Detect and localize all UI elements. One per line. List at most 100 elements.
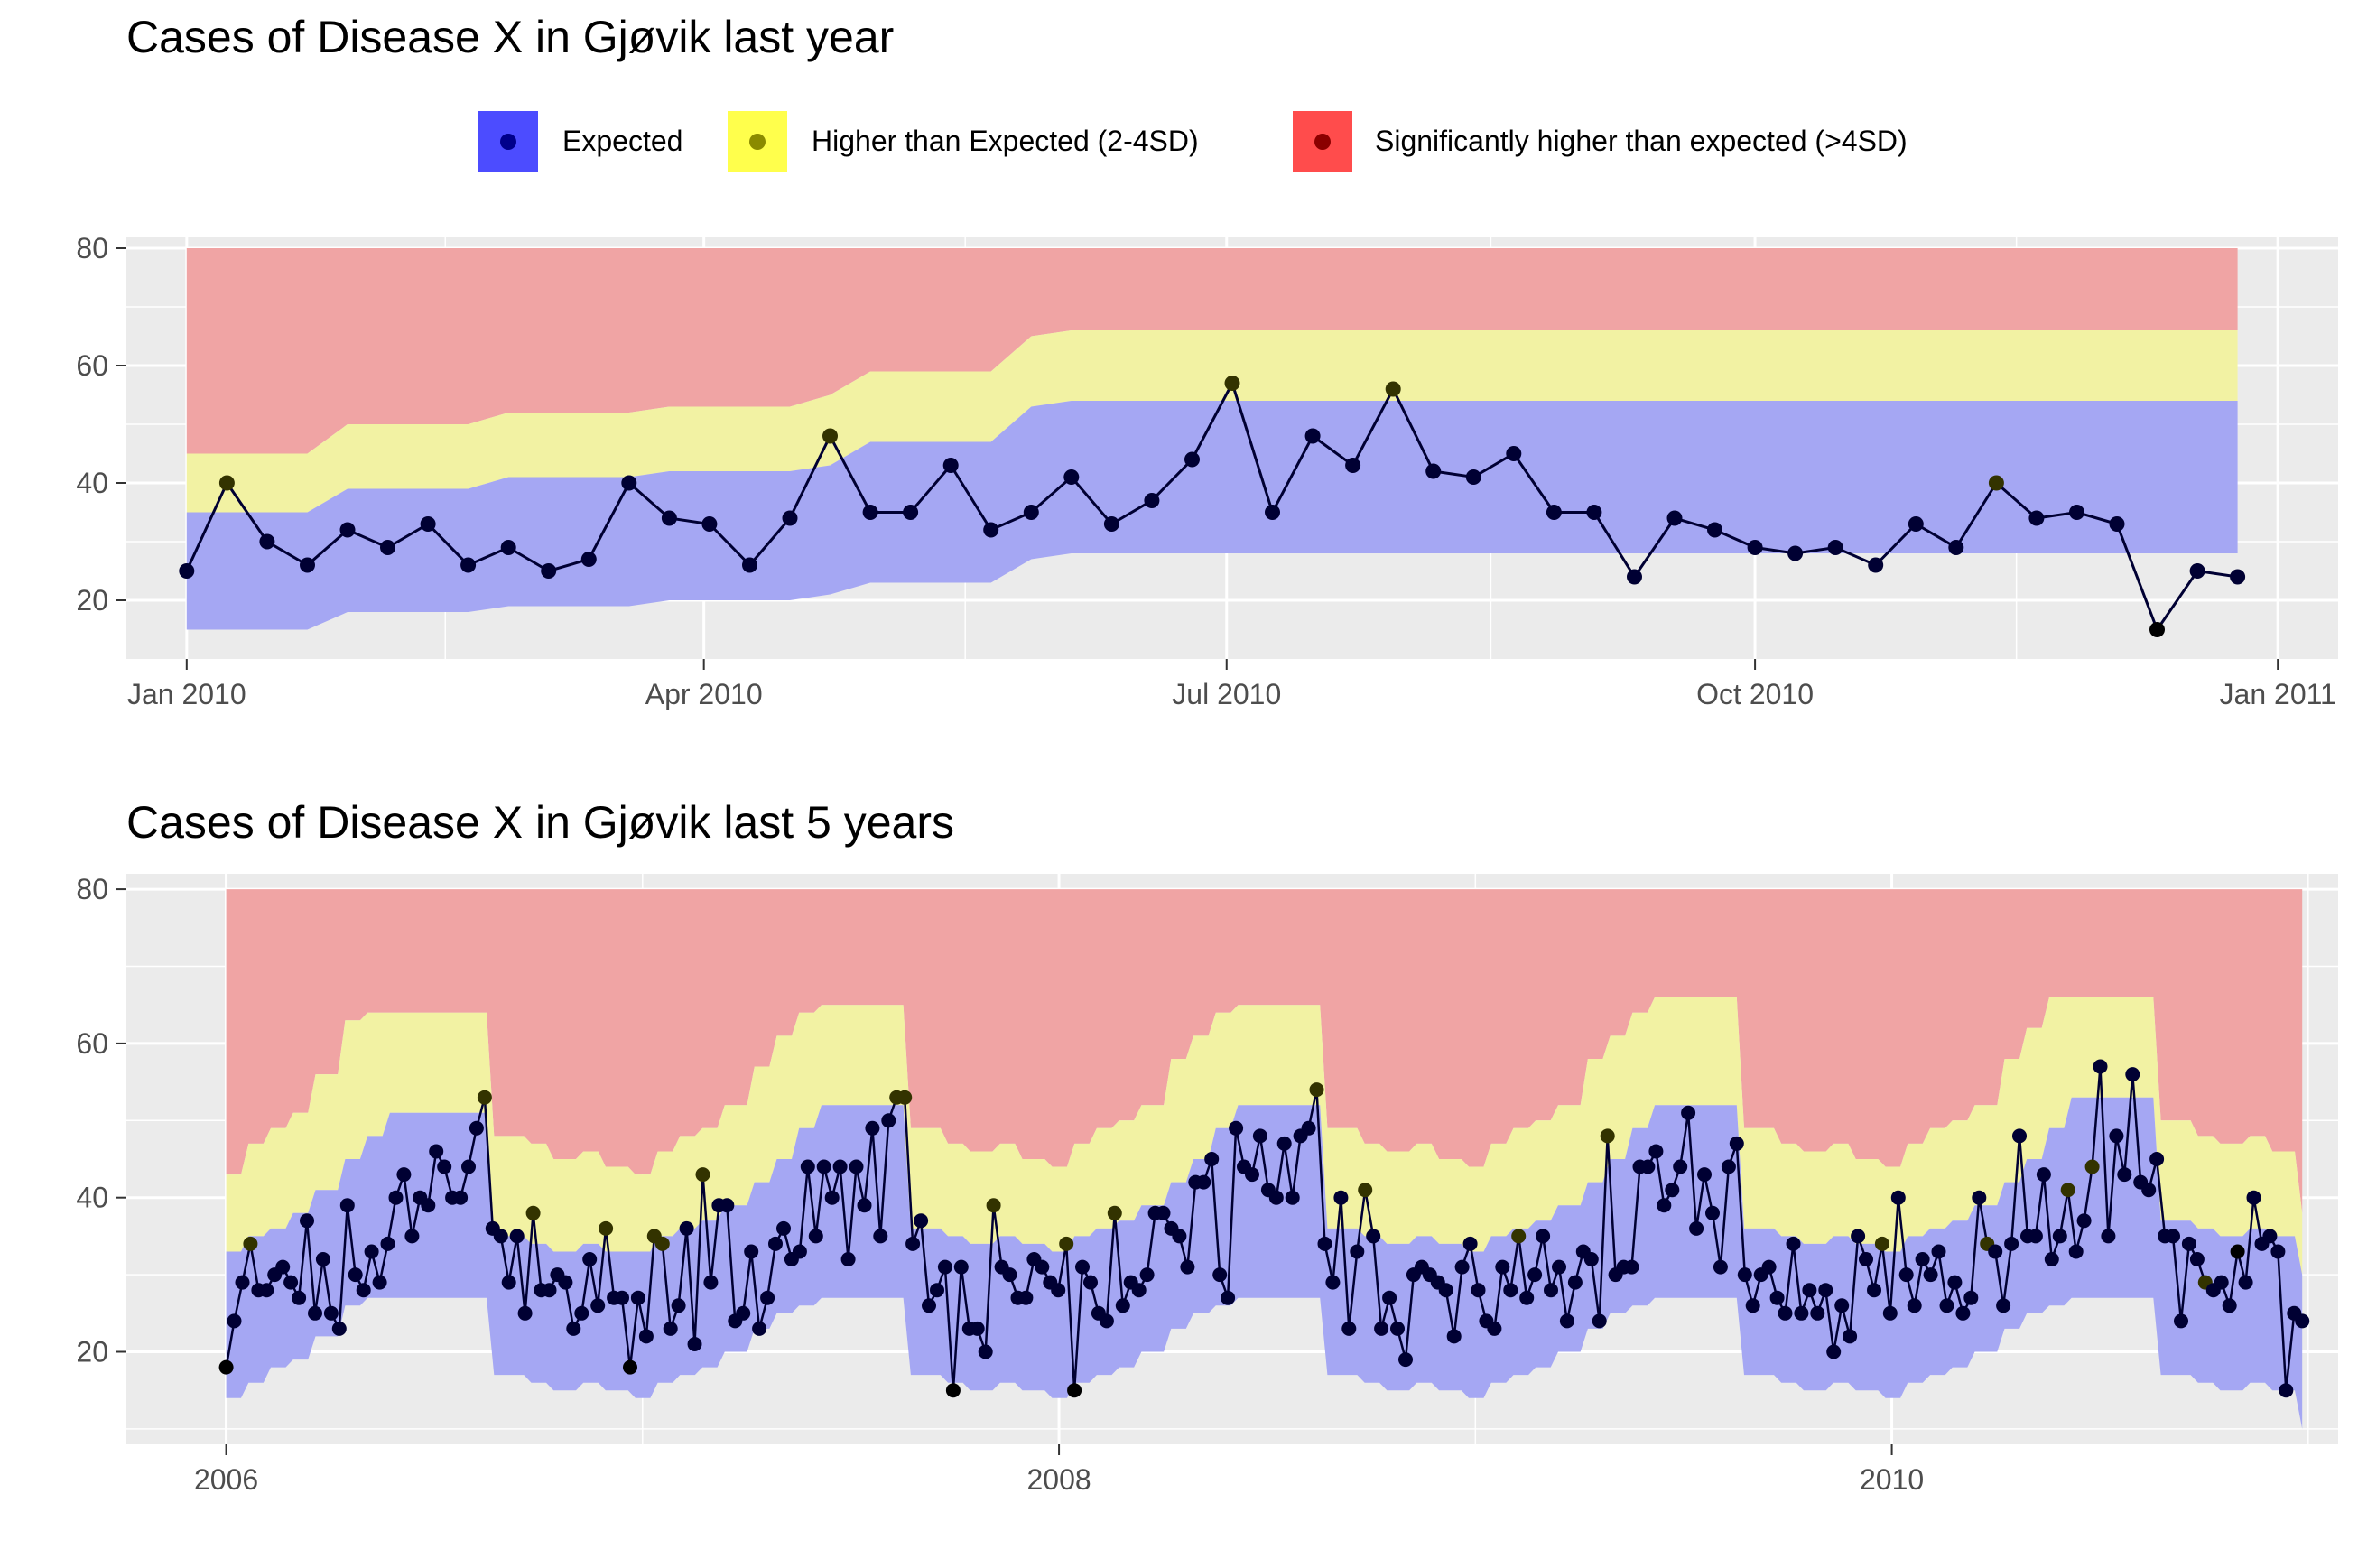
data-point xyxy=(509,1229,525,1244)
data-point xyxy=(970,1321,985,1336)
data-point xyxy=(1265,505,1280,520)
data-point xyxy=(1810,1305,1825,1321)
legend-item: Higher than Expected (2-4SD) xyxy=(728,111,1199,172)
data-point xyxy=(1083,1275,1098,1290)
data-point xyxy=(1665,1183,1680,1198)
data-point xyxy=(2230,569,2246,585)
data-point xyxy=(1666,510,1683,526)
data-point xyxy=(1536,1229,1551,1244)
data-point xyxy=(1624,1259,1639,1275)
data-point xyxy=(1600,1128,1615,1144)
data-point xyxy=(1301,1120,1316,1136)
data-point xyxy=(331,1321,347,1336)
data-point xyxy=(1546,505,1562,520)
data-point xyxy=(782,510,798,526)
data-point xyxy=(590,1298,606,1313)
data-point xyxy=(227,1313,242,1329)
data-point xyxy=(380,540,395,555)
data-point xyxy=(840,1252,856,1266)
data-point xyxy=(580,552,597,567)
data-point xyxy=(1769,1290,1785,1305)
data-point xyxy=(2012,1128,2027,1144)
y-tick-label: 20 xyxy=(76,1336,108,1369)
data-point xyxy=(1245,1167,1259,1183)
data-point xyxy=(1374,1321,1389,1336)
legend-key-dot xyxy=(749,134,766,150)
data-point xyxy=(1035,1259,1050,1275)
data-point xyxy=(1713,1259,1728,1275)
data-point xyxy=(1212,1267,1228,1283)
data-point xyxy=(364,1244,379,1259)
data-point xyxy=(1559,1313,1574,1329)
data-point xyxy=(1898,1267,1914,1283)
expected-band xyxy=(186,401,2238,630)
data-point xyxy=(1115,1298,1130,1313)
data-point xyxy=(461,1159,476,1174)
y-tick-label: 40 xyxy=(76,467,108,499)
data-point xyxy=(1438,1283,1453,1298)
data-point xyxy=(1018,1290,1034,1305)
data-point xyxy=(517,1305,533,1321)
data-point xyxy=(857,1198,872,1213)
legend-label: Significantly higher than expected (>4SD… xyxy=(1375,125,1908,157)
data-point xyxy=(1827,540,1843,555)
chart-title: Cases of Disease X in Gjøvik last year xyxy=(126,12,894,62)
data-point xyxy=(2149,622,2165,637)
data-point xyxy=(1586,505,1602,520)
data-point xyxy=(1955,1305,1971,1321)
data-point xyxy=(2246,1190,2261,1205)
data-point xyxy=(1818,1283,1833,1298)
data-point xyxy=(1648,1144,1664,1159)
data-point xyxy=(760,1290,775,1305)
data-point xyxy=(1487,1321,1502,1336)
data-point xyxy=(339,1198,355,1213)
data-point xyxy=(1729,1136,1744,1151)
data-point xyxy=(179,563,195,579)
data-point xyxy=(1333,1190,1349,1205)
data-point xyxy=(824,1190,840,1205)
data-point xyxy=(1156,1205,1171,1220)
data-point xyxy=(1882,1305,1898,1321)
data-point xyxy=(2028,510,2045,526)
data-point xyxy=(421,1198,436,1213)
data-point xyxy=(615,1290,629,1305)
data-point xyxy=(1923,1267,1938,1283)
data-point xyxy=(1063,469,1080,485)
x-tick-label: 2006 xyxy=(194,1463,258,1496)
data-point xyxy=(218,475,235,491)
data-point xyxy=(300,557,315,573)
data-point xyxy=(1495,1259,1510,1275)
data-point xyxy=(396,1167,412,1183)
data-point xyxy=(2044,1252,2059,1266)
data-point xyxy=(2230,1244,2245,1259)
y-tick-label: 60 xyxy=(76,1027,108,1060)
data-point xyxy=(849,1159,864,1174)
data-point xyxy=(1067,1383,1082,1398)
data-point xyxy=(292,1290,307,1305)
x-tick-label: Apr 2010 xyxy=(645,678,763,710)
data-point xyxy=(1640,1159,1656,1174)
data-point xyxy=(2262,1229,2278,1244)
data-point xyxy=(1204,1152,1220,1166)
data-point xyxy=(621,475,637,491)
data-point xyxy=(1221,1290,1236,1305)
data-point xyxy=(2222,1298,2237,1313)
chart-title: Cases of Disease X in Gjøvik last 5 year… xyxy=(126,797,954,848)
data-point xyxy=(1224,376,1240,391)
y-tick-label: 60 xyxy=(76,349,108,382)
x-tick-label: Jul 2010 xyxy=(1172,678,1281,710)
significant-band xyxy=(186,248,2238,454)
data-point xyxy=(1707,522,1722,538)
data-point xyxy=(300,1213,314,1229)
data-point xyxy=(404,1229,420,1244)
data-point xyxy=(1972,1190,1987,1205)
data-point xyxy=(2270,1244,2286,1259)
data-point xyxy=(914,1213,929,1229)
data-point xyxy=(2141,1183,2157,1198)
data-point xyxy=(1552,1259,1566,1275)
data-point xyxy=(978,1344,993,1359)
data-point xyxy=(1107,1205,1122,1220)
data-point xyxy=(275,1259,291,1275)
data-point xyxy=(2109,516,2125,532)
